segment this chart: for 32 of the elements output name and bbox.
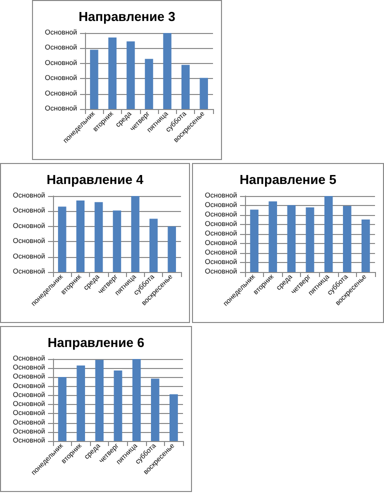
bar <box>181 64 190 109</box>
bar <box>132 359 141 441</box>
bar <box>250 210 258 272</box>
bar <box>144 58 154 109</box>
bar <box>76 200 85 272</box>
bar <box>94 202 103 272</box>
bar <box>168 226 176 272</box>
bar <box>306 207 314 272</box>
bar <box>58 377 66 441</box>
bar <box>76 366 86 441</box>
bar <box>58 206 66 272</box>
bar <box>126 41 135 109</box>
chart-title: Направление 6 <box>48 335 144 350</box>
bar <box>342 206 352 272</box>
bar <box>131 196 140 272</box>
bar <box>112 210 122 272</box>
chart-title: Направление 5 <box>240 172 336 187</box>
bar <box>150 378 160 441</box>
bar <box>108 38 117 109</box>
bar <box>170 394 178 441</box>
bar <box>362 220 370 272</box>
bar <box>287 205 296 272</box>
chart-title: Направление 4 <box>46 172 144 187</box>
bar <box>200 78 208 109</box>
bar <box>149 218 158 272</box>
bar <box>163 33 172 109</box>
bar <box>268 201 278 272</box>
bar <box>324 196 333 272</box>
chart-title: Направление 3 <box>78 9 176 24</box>
bar <box>90 50 98 109</box>
bar <box>95 360 104 441</box>
bar <box>114 370 122 441</box>
